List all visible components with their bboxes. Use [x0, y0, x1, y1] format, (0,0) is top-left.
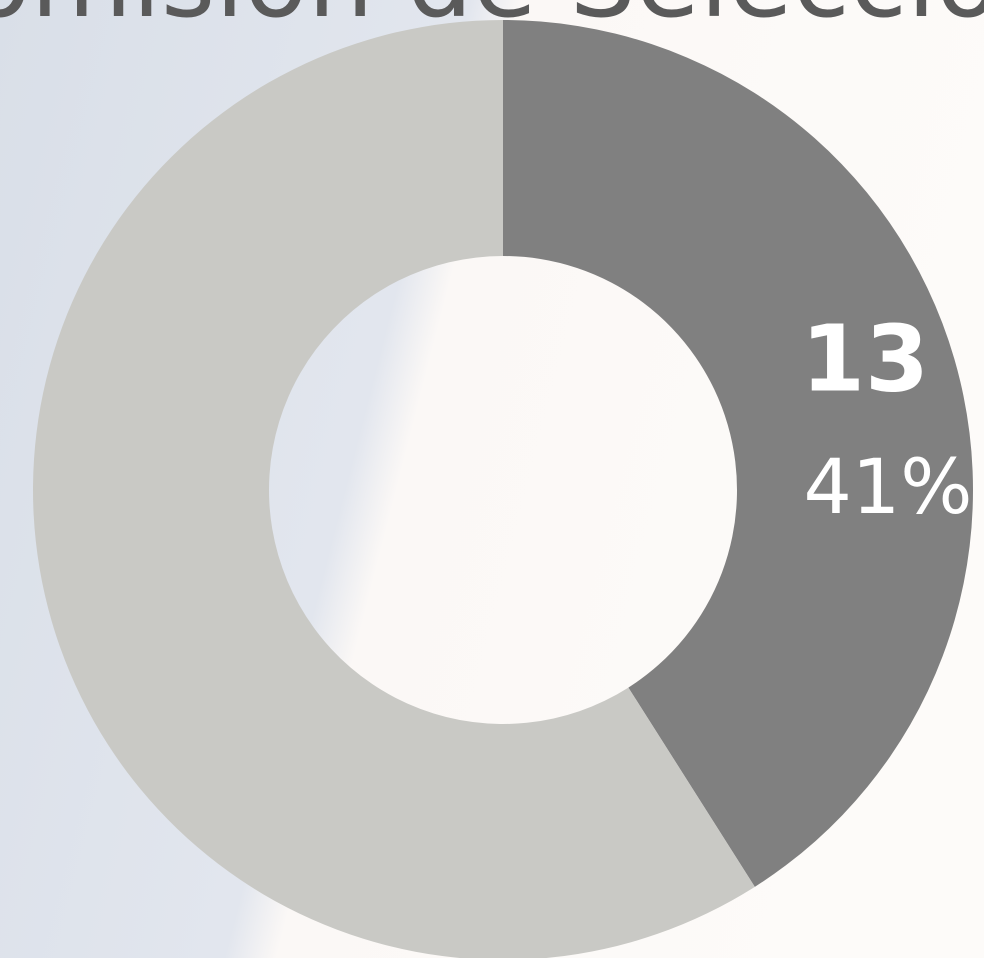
data-label: 41% — [804, 442, 973, 531]
data-count-label: 13 — [801, 305, 929, 412]
donut-slice — [503, 20, 973, 887]
donut — [33, 20, 973, 958]
donut-slice — [33, 20, 755, 958]
